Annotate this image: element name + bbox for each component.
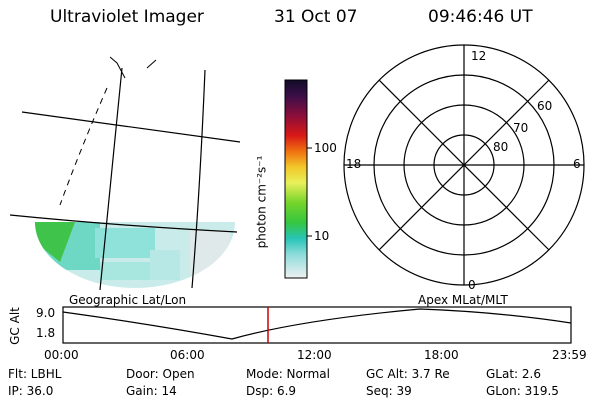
date-label: 31 Oct 07	[274, 7, 358, 27]
app-title: Ultraviolet Imager	[50, 7, 204, 27]
ytick-1-8: 1.8	[36, 326, 56, 340]
mlt-label-0: 0	[468, 278, 476, 292]
filter-status: Flt: LBHL	[8, 367, 62, 381]
door-status: Door: Open	[126, 367, 195, 381]
mlt-label-12: 12	[471, 49, 487, 63]
xtick-0000: 00:00	[44, 348, 79, 362]
time-label: 09:46:46 UT	[428, 7, 533, 27]
mode-status: Mode: Normal	[246, 367, 330, 381]
seq-status: Seq: 39	[366, 384, 412, 398]
glon-status: GLon: 319.5	[486, 384, 559, 398]
xtick-1800: 18:00	[424, 348, 459, 362]
lat-label-60: 60	[537, 99, 553, 113]
colorbar-tick-100: 100	[314, 141, 337, 155]
xtick-1200: 12:00	[297, 348, 332, 362]
colorbar-tick-10: 10	[314, 229, 330, 243]
uv-image-swath	[35, 222, 235, 288]
lat-label-70: 70	[513, 121, 529, 135]
glat-status: GLat: 2.6	[486, 367, 541, 381]
ytick-9: 9.0	[36, 306, 56, 320]
mlt-label-18: 18	[346, 157, 362, 171]
apex-caption: Apex MLat/MLT	[418, 293, 508, 307]
mlt-label-6: 6	[573, 157, 581, 171]
altitude-curve	[62, 308, 572, 340]
xtick-2359: 23:59	[552, 348, 587, 362]
altitude-ylabel: GC Alt	[7, 307, 22, 345]
dsp-status: Dsp: 6.9	[246, 384, 297, 398]
colorbar-unit-label: photon cm⁻²s⁻¹	[254, 155, 269, 249]
lat-label-80: 80	[493, 140, 509, 154]
ip-status: IP: 36.0	[8, 384, 54, 398]
gain-status: Gain: 14	[126, 384, 177, 398]
xtick-0600: 06:00	[170, 348, 205, 362]
gc-alt-status: GC Alt: 3.7 Re	[366, 367, 450, 381]
geographic-caption: Geographic Lat/Lon	[69, 293, 187, 307]
